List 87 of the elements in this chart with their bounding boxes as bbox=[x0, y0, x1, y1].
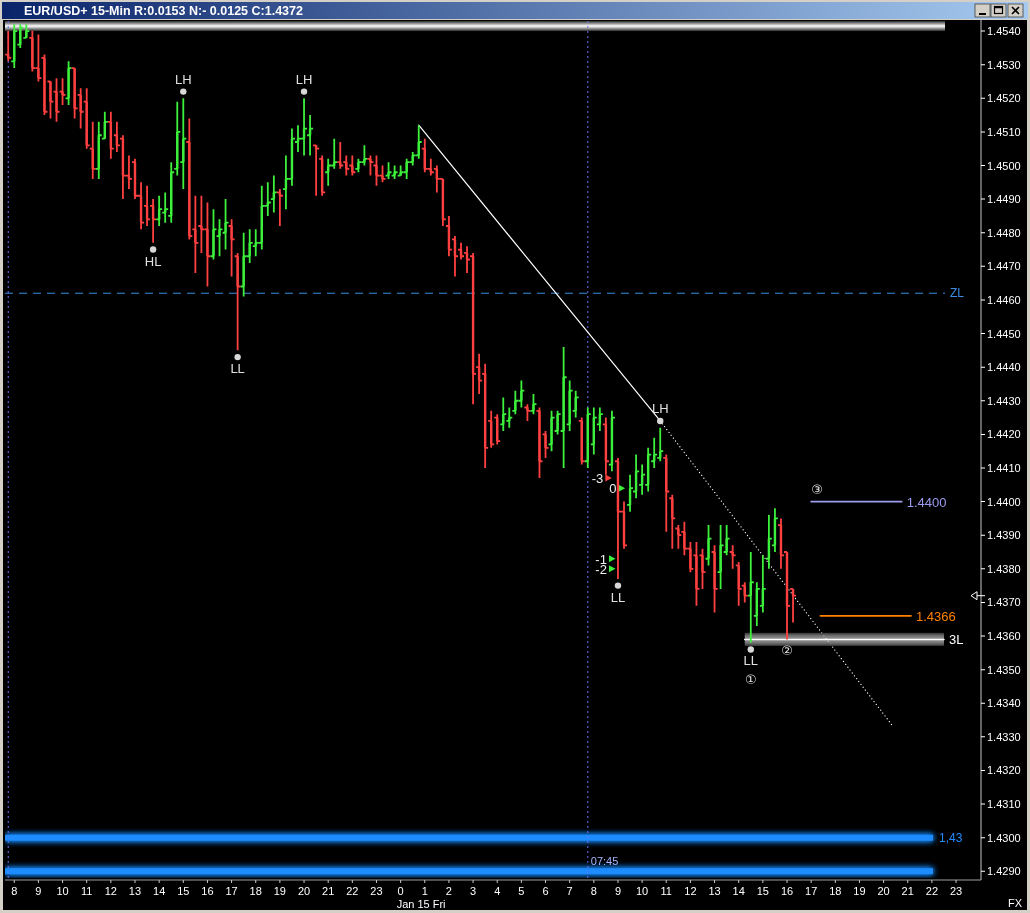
y-tick-label: 1.4540 bbox=[987, 25, 1021, 38]
x-tick-label: 14 bbox=[153, 885, 166, 897]
x-tick-label: 17 bbox=[805, 885, 818, 897]
ref-line-label: 1,43 bbox=[939, 830, 963, 845]
x-tick-label: 15 bbox=[756, 885, 769, 897]
annotation: ① bbox=[744, 672, 757, 688]
x-tick-label: 0 bbox=[397, 885, 404, 897]
x-tick-label: 8 bbox=[11, 885, 18, 897]
x-tick-label: 12 bbox=[104, 885, 117, 897]
annotation: LH bbox=[295, 71, 313, 87]
annotation: LL bbox=[230, 361, 245, 377]
text: FX bbox=[1007, 897, 1023, 909]
x-tick-label: 18 bbox=[249, 885, 262, 897]
y-tick-label: 1.4450 bbox=[987, 327, 1021, 340]
x-tick-label: 23 bbox=[949, 885, 963, 897]
y-tick-label: 1.4380 bbox=[987, 562, 1021, 575]
y-tick-label: 1.4430 bbox=[987, 394, 1021, 407]
x-tick-label: 13 bbox=[128, 885, 142, 897]
y-tick-label: 1.4290 bbox=[987, 865, 1021, 878]
y-tick-label: 1.4440 bbox=[987, 361, 1021, 374]
x-tick-label: 14 bbox=[732, 885, 745, 897]
x-tick-label: 1 bbox=[421, 885, 428, 897]
y-tick-label: 1.4410 bbox=[987, 461, 1021, 474]
y-tick-label: 1.4460 bbox=[987, 293, 1021, 306]
series-label: 3L bbox=[948, 632, 964, 648]
annotation: HL bbox=[144, 253, 162, 269]
y-tick-label: 1.4330 bbox=[987, 730, 1021, 743]
annotation: LH bbox=[174, 71, 192, 87]
chart-title: EUR/USD+ 15-Min R:0.0153 N:- 0.0125 C:1.4372 bbox=[24, 4, 303, 18]
x-tick-label: 9 bbox=[614, 885, 622, 897]
annotation: LL bbox=[743, 653, 759, 669]
y-tick-label: 1.4470 bbox=[987, 260, 1021, 273]
x-tick-label: 21 bbox=[322, 885, 335, 897]
x-tick-label: 9 bbox=[35, 885, 42, 897]
ref-line-label: 07:45 bbox=[590, 855, 619, 867]
x-tick-label: 22 bbox=[925, 885, 939, 897]
annotation: LH bbox=[651, 400, 669, 416]
annotation: -3 bbox=[591, 471, 604, 487]
annotation: LL bbox=[610, 589, 626, 605]
x-tick-label: 21 bbox=[901, 885, 914, 897]
annotation: 0 bbox=[609, 481, 617, 497]
series-label: 1.4400 bbox=[906, 494, 947, 510]
y-tick-label: 1.4390 bbox=[987, 529, 1021, 542]
y-tick-label: 1.4300 bbox=[987, 831, 1021, 844]
y-tick-label: 1.4350 bbox=[987, 663, 1021, 676]
x-tick-label: 15 bbox=[177, 885, 190, 897]
y-tick-label: 1.4490 bbox=[987, 193, 1021, 206]
annotation: ③ bbox=[811, 481, 824, 497]
x-tick-label: 10 bbox=[56, 885, 69, 897]
x-tick-label: 22 bbox=[346, 885, 359, 897]
y-tick-label: 1.4360 bbox=[987, 630, 1021, 643]
x-tick-label: 12 bbox=[684, 885, 697, 897]
x-tick-label: 10 bbox=[635, 885, 649, 897]
x-tick-label: 7 bbox=[566, 885, 573, 897]
y-tick-label: 1.4310 bbox=[987, 798, 1021, 811]
x-axis-title: Jan 15 Fri bbox=[396, 898, 446, 910]
x-tick-label: 19 bbox=[853, 885, 866, 897]
x-tick-label: 8 bbox=[590, 885, 597, 897]
y-tick-label: 1.4510 bbox=[987, 125, 1021, 138]
y-tick-label: 1.4340 bbox=[987, 697, 1021, 710]
y-tick-label: 1.4530 bbox=[987, 58, 1021, 71]
annotation: ② bbox=[781, 643, 793, 659]
x-tick-label: 19 bbox=[273, 885, 287, 897]
x-tick-label: 6 bbox=[542, 885, 549, 897]
y-tick-label: 1.4500 bbox=[987, 159, 1021, 172]
y-tick-label: 1.4480 bbox=[987, 226, 1021, 239]
x-tick-label: 20 bbox=[877, 885, 890, 897]
y-tick-label: 1.4370 bbox=[987, 596, 1021, 609]
x-tick-label: 18 bbox=[829, 885, 842, 897]
y-tick-label: 1.4320 bbox=[987, 764, 1021, 777]
x-tick-label: 11 bbox=[660, 885, 672, 897]
x-tick-label: 5 bbox=[518, 885, 525, 897]
y-tick-label: 1.4520 bbox=[987, 92, 1021, 105]
x-tick-label: 3 bbox=[470, 885, 477, 897]
x-tick-label: 16 bbox=[201, 885, 214, 897]
y-tick-label: 1.4420 bbox=[987, 428, 1021, 441]
x-tick-label: 2 bbox=[445, 885, 452, 897]
x-tick-label: 16 bbox=[780, 885, 794, 897]
x-tick-label: 4 bbox=[494, 885, 501, 897]
x-tick-label: 20 bbox=[297, 885, 311, 897]
x-tick-label: 23 bbox=[370, 885, 383, 897]
x-tick-label: 11 bbox=[80, 885, 93, 897]
x-tick-label: 17 bbox=[225, 885, 238, 897]
series-label: 1.4366 bbox=[915, 608, 956, 624]
y-tick-label: 1.4400 bbox=[987, 495, 1021, 508]
ref-line-label: ZL bbox=[950, 286, 965, 301]
x-tick-label: 13 bbox=[708, 885, 721, 897]
